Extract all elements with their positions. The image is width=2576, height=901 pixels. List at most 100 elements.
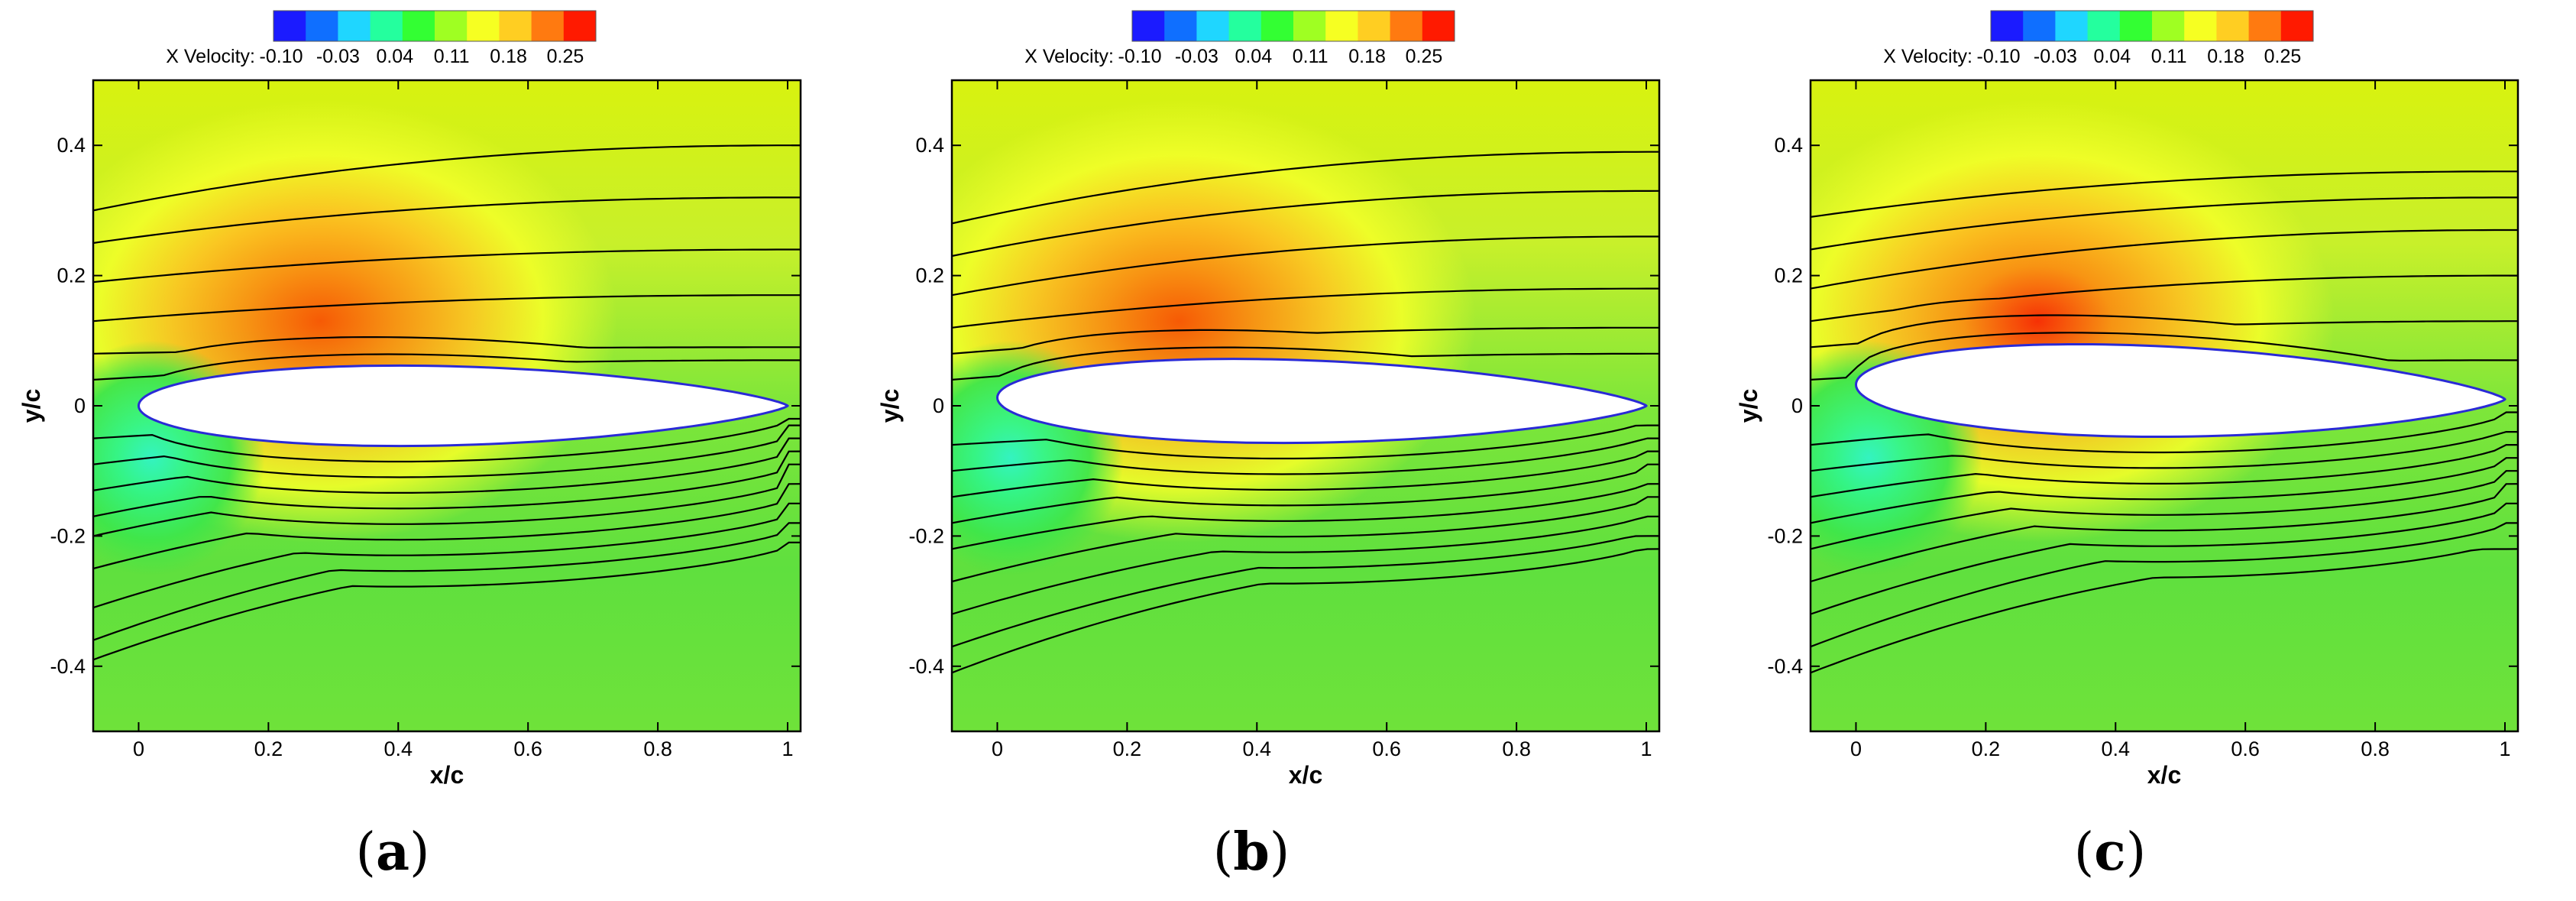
x-tick-label: 0.6 <box>1372 737 1401 760</box>
streamline-lower <box>93 450 801 517</box>
x-axis-label: x/c <box>1289 761 1322 789</box>
colorbar-swatch <box>2280 11 2314 41</box>
panel-label: (c) <box>2073 822 2147 883</box>
colorbar-tick-label: 0.25 <box>1406 46 1443 67</box>
airfoil-shape <box>1854 343 2506 438</box>
y-axis-label: y/c <box>1735 389 1762 423</box>
colorbar-title: X Velocity: <box>1883 46 1972 67</box>
panel-label: (a) <box>355 822 430 883</box>
colorbar-swatch <box>2152 11 2185 41</box>
colorbar-frame <box>1131 10 1455 42</box>
y-tick-label: -0.2 <box>50 524 86 547</box>
streamline-lower <box>952 437 1659 475</box>
y-tick-label: 0.2 <box>915 264 944 287</box>
streamline-lower <box>952 535 1659 648</box>
streamline-lower <box>1811 548 2518 674</box>
colorbar-swatch <box>2216 11 2250 41</box>
colorbar-tick-label: 0.18 <box>2207 46 2244 67</box>
colorbar-swatch <box>1390 11 1423 41</box>
streamline-lower <box>1811 470 2518 550</box>
y-axis-label: y/c <box>876 389 904 423</box>
x-tick-label: 0.6 <box>2231 737 2260 760</box>
colorbar-tick-label: -0.10 <box>1118 46 1162 67</box>
airfoil-shape <box>995 358 1648 445</box>
colorbar-swatch <box>2023 11 2056 41</box>
colorbar-title: X Velocity: <box>166 46 255 67</box>
streamline-lower <box>93 463 801 537</box>
chart-panel-a: 0 0.2 0.4 0.6 0.8 1 0.4 0.2 0 -0.2 -0.4 x/c y/c X Vel… <box>0 0 859 901</box>
streamline-upper <box>93 294 801 322</box>
contour-plot: 0 0.2 0.4 0.6 0.8 1 0.4 0.2 0 -0.2 -0.4 x/c y/c X Vel… <box>876 10 1661 789</box>
colorbar-swatch <box>531 11 565 41</box>
streamline-lower <box>1811 443 2518 498</box>
y-tick-label: 0.4 <box>915 134 944 157</box>
streamline-lower <box>93 522 801 641</box>
x-tick-label: 0.2 <box>1113 737 1142 760</box>
streamline-lower <box>952 483 1659 550</box>
colorbar-tick-label: 0.11 <box>2151 46 2187 67</box>
colorbar-tick-label: 0.04 <box>2093 46 2131 67</box>
colorbar-tick-label: 0.25 <box>547 46 584 67</box>
colorbar-swatch <box>499 11 532 41</box>
streamline-lower <box>1811 411 2518 454</box>
x-tick-label: 1 <box>782 737 793 760</box>
y-tick-label: 0.4 <box>57 134 86 157</box>
streamline-upper <box>93 196 801 245</box>
colorbar-tick-label: -0.03 <box>1175 46 1218 67</box>
colorbar-tick-label: -0.10 <box>1977 46 2021 67</box>
y-axis-label: y/c <box>18 389 45 423</box>
colorbar-tick-label: 0.11 <box>434 46 470 67</box>
x-tick-label: 0.4 <box>2102 737 2131 760</box>
x-tick-label: 0 <box>133 737 144 760</box>
y-tick-label: 0.2 <box>57 264 86 287</box>
streamline-upper <box>93 353 801 381</box>
streamline-lower <box>1811 457 2518 524</box>
x-tick-label: 1 <box>1640 737 1652 760</box>
streamline-lower <box>93 424 801 478</box>
colorbar-tick-label: 0.25 <box>2264 46 2302 67</box>
airfoil-shape <box>137 364 790 448</box>
y-tick-label: -0.4 <box>908 655 944 678</box>
streamline-lower <box>952 450 1659 498</box>
colorbar-frame <box>1990 10 2314 42</box>
streamline-lower <box>952 515 1659 615</box>
colorbar-swatch <box>273 11 306 41</box>
colorbar-swatch <box>563 11 597 41</box>
colorbar-swatch <box>1293 11 1326 41</box>
streamline-lower <box>1811 502 2518 615</box>
y-tick-label: -0.2 <box>908 524 944 547</box>
y-tick-label: -0.2 <box>1767 524 1803 547</box>
streamline-upper <box>1811 196 2518 251</box>
streamline-upper <box>952 326 1659 355</box>
colorbar-swatch <box>1164 11 1197 41</box>
y-tick-label: 0.4 <box>1774 134 1803 157</box>
colorbar-tick-label: 0.18 <box>1348 46 1386 67</box>
streamline-upper <box>1811 274 2518 322</box>
colorbar-tick-label: 0.11 <box>1293 46 1328 67</box>
y-tick-label: -0.4 <box>1767 655 1803 678</box>
streamline-lower <box>93 541 801 661</box>
colorbar-swatch <box>338 11 371 41</box>
colorbar-swatch <box>402 11 435 41</box>
streamline-upper <box>93 144 801 212</box>
colorbar-swatch <box>2119 11 2153 41</box>
colorbar-tick-label: -0.03 <box>316 46 360 67</box>
x-tick-label: 0.8 <box>2361 737 2390 760</box>
contour-plot: 0 0.2 0.4 0.6 0.8 1 0.4 0.2 0 -0.2 -0.4 x/c y/c X Vel… <box>18 10 802 789</box>
colorbar-swatch <box>1422 11 1455 41</box>
streamline-lower <box>93 483 801 570</box>
y-tick-label: 0 <box>933 394 944 417</box>
x-tick-label: 0 <box>992 737 1003 760</box>
y-tick-label: 0 <box>74 394 86 417</box>
colorbar-swatch <box>1325 11 1358 41</box>
colorbar-swatch <box>1991 11 2024 41</box>
streamline-upper <box>952 151 1659 225</box>
colorbar-swatch <box>306 11 338 41</box>
colorbar-tick-label: -0.10 <box>260 46 303 67</box>
streamline-lower <box>1811 430 2518 472</box>
colorbar-swatch <box>1260 11 1294 41</box>
x-tick-label: 0.8 <box>1502 737 1531 760</box>
streamline-lower <box>952 424 1659 460</box>
y-tick-label: 0.2 <box>1774 264 1803 287</box>
x-tick-label: 0.6 <box>513 737 542 760</box>
